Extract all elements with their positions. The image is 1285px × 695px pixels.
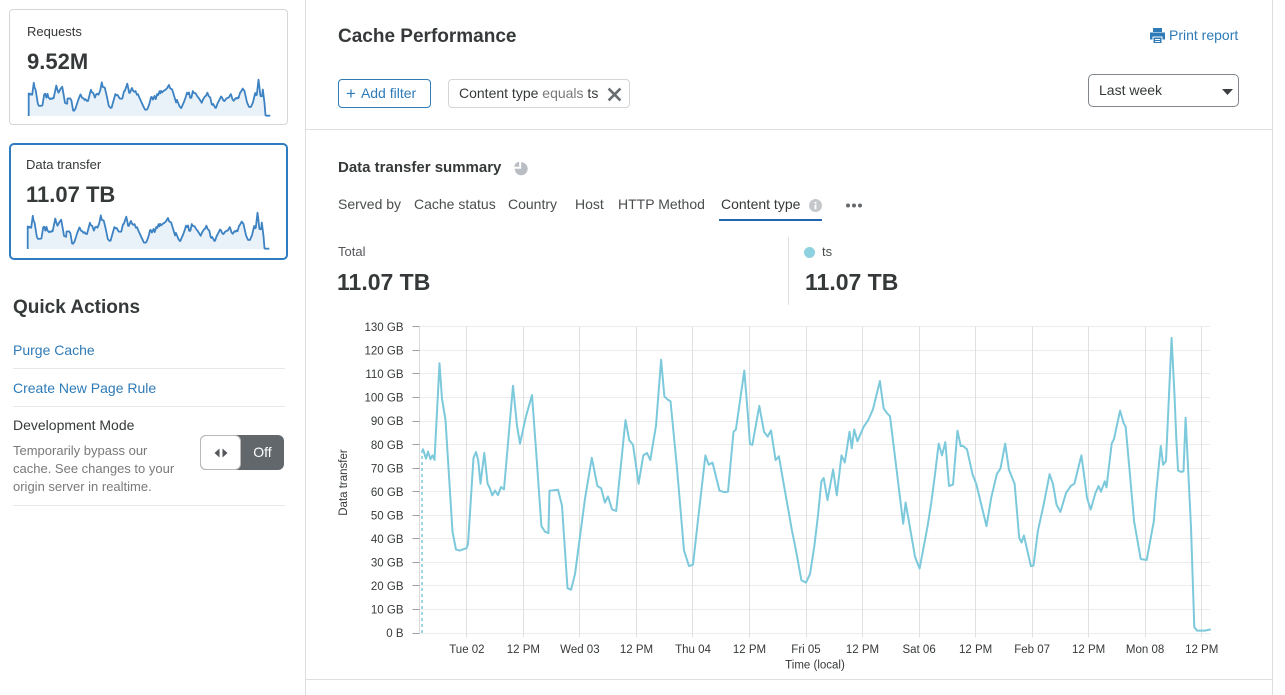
svg-text:Data transfer: Data transfer <box>338 449 350 516</box>
svg-text:12 PM: 12 PM <box>1185 644 1218 656</box>
svg-text:80 GB: 80 GB <box>371 440 404 452</box>
svg-text:Sat 06: Sat 06 <box>902 644 935 656</box>
svg-text:30 GB: 30 GB <box>371 558 404 570</box>
svg-text:12 PM: 12 PM <box>507 644 540 656</box>
svg-text:90 GB: 90 GB <box>371 416 404 428</box>
svg-text:Mon 08: Mon 08 <box>1126 644 1164 656</box>
svg-text:Feb 07: Feb 07 <box>1014 644 1050 656</box>
svg-text:70 GB: 70 GB <box>371 463 404 475</box>
svg-text:12 PM: 12 PM <box>620 644 653 656</box>
svg-text:130 GB: 130 GB <box>365 322 404 334</box>
svg-text:Thu 04: Thu 04 <box>675 644 711 656</box>
svg-text:10 GB: 10 GB <box>371 605 404 617</box>
svg-text:Wed 03: Wed 03 <box>560 644 599 656</box>
svg-text:12 PM: 12 PM <box>846 644 879 656</box>
svg-text:40 GB: 40 GB <box>371 534 404 546</box>
svg-text:110 GB: 110 GB <box>365 369 403 381</box>
svg-text:12 PM: 12 PM <box>1072 644 1105 656</box>
svg-text:20 GB: 20 GB <box>371 581 404 593</box>
svg-text:12 PM: 12 PM <box>733 644 766 656</box>
svg-text:Fri 05: Fri 05 <box>791 644 820 656</box>
svg-text:Tue 02: Tue 02 <box>449 644 484 656</box>
svg-text:120 GB: 120 GB <box>365 346 404 358</box>
svg-text:60 GB: 60 GB <box>371 487 404 499</box>
svg-text:12 PM: 12 PM <box>959 644 992 656</box>
svg-text:50 GB: 50 GB <box>371 510 404 522</box>
svg-text:0 B: 0 B <box>386 628 404 640</box>
svg-text:100 GB: 100 GB <box>365 393 404 405</box>
svg-text:Time (local): Time (local) <box>785 660 845 672</box>
